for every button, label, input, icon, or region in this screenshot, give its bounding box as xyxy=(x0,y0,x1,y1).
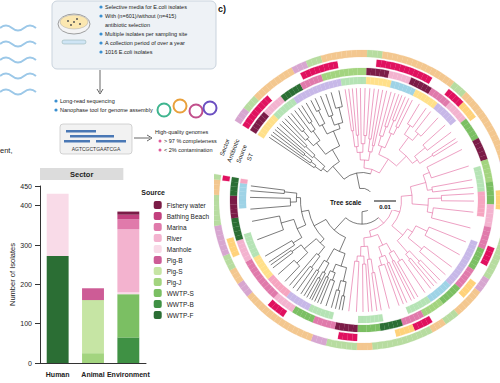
svg-text:Marina: Marina xyxy=(167,224,187,231)
svg-text:Manhole: Manhole xyxy=(167,246,192,253)
svg-text:c): c) xyxy=(218,4,226,14)
svg-text:> 97 % completeness: > 97 % completeness xyxy=(164,138,217,144)
svg-text:400: 400 xyxy=(20,202,32,209)
svg-text:Environment: Environment xyxy=(107,371,150,378)
svg-text:River: River xyxy=(167,235,183,242)
svg-text:Tree scale: Tree scale xyxy=(330,199,362,206)
svg-text:AGTCGCTGAATCGA: AGTCGCTGAATCGA xyxy=(72,146,121,152)
svg-text:WWTP-B: WWTP-B xyxy=(167,301,194,308)
svg-text:Source: Source xyxy=(141,189,165,196)
svg-text:Source: Source xyxy=(235,143,248,164)
svg-text:100: 100 xyxy=(20,320,32,327)
svg-text:ST: ST xyxy=(246,152,254,162)
svg-text:1016 E.coli isolates: 1016 E.coli isolates xyxy=(105,49,153,55)
svg-text:Bathing Beach: Bathing Beach xyxy=(167,213,210,221)
svg-text:Long-read sequencing: Long-read sequencing xyxy=(60,98,115,104)
svg-text:Sector: Sector xyxy=(218,138,231,157)
svg-text:Pig-B: Pig-B xyxy=(167,257,183,265)
svg-text:Fishery water: Fishery water xyxy=(167,202,207,210)
svg-text:Nanophase tool for genome asse: Nanophase tool for genome assembly xyxy=(60,107,153,113)
svg-text:Multiple isolates per sampling: Multiple isolates per sampling site xyxy=(105,31,187,37)
svg-text:200: 200 xyxy=(20,281,32,288)
svg-text:< 2% contamination: < 2% contamination xyxy=(164,147,212,153)
svg-text:ent,: ent, xyxy=(0,146,13,155)
svg-text:0.01: 0.01 xyxy=(379,204,391,210)
svg-text:A collection period of over a: A collection period of over a year xyxy=(105,40,185,46)
svg-text:With (n=601)/without (n=415): With (n=601)/without (n=415) xyxy=(105,13,176,19)
svg-text:WWTP-S: WWTP-S xyxy=(167,290,195,297)
svg-text:Human: Human xyxy=(46,371,70,378)
svg-text:Sector: Sector xyxy=(70,170,93,179)
svg-text:Antibiotic: Antibiotic xyxy=(226,138,241,163)
svg-text:WWTP-F: WWTP-F xyxy=(167,312,194,319)
svg-text:Selective media for E.coli iso: Selective media for E.coli isolates xyxy=(105,4,187,10)
svg-text:Animal: Animal xyxy=(81,371,104,378)
svg-text:0: 0 xyxy=(28,360,32,367)
svg-text:antibiotic selection: antibiotic selection xyxy=(105,22,150,28)
svg-text:450: 450 xyxy=(20,183,32,190)
svg-text:Pig-J: Pig-J xyxy=(167,279,182,287)
svg-text:Number of Isolates: Number of Isolates xyxy=(8,243,17,306)
svg-text:Pig-S: Pig-S xyxy=(167,268,184,276)
svg-text:300: 300 xyxy=(20,242,32,249)
svg-text:High-quality genomes: High-quality genomes xyxy=(155,129,208,135)
